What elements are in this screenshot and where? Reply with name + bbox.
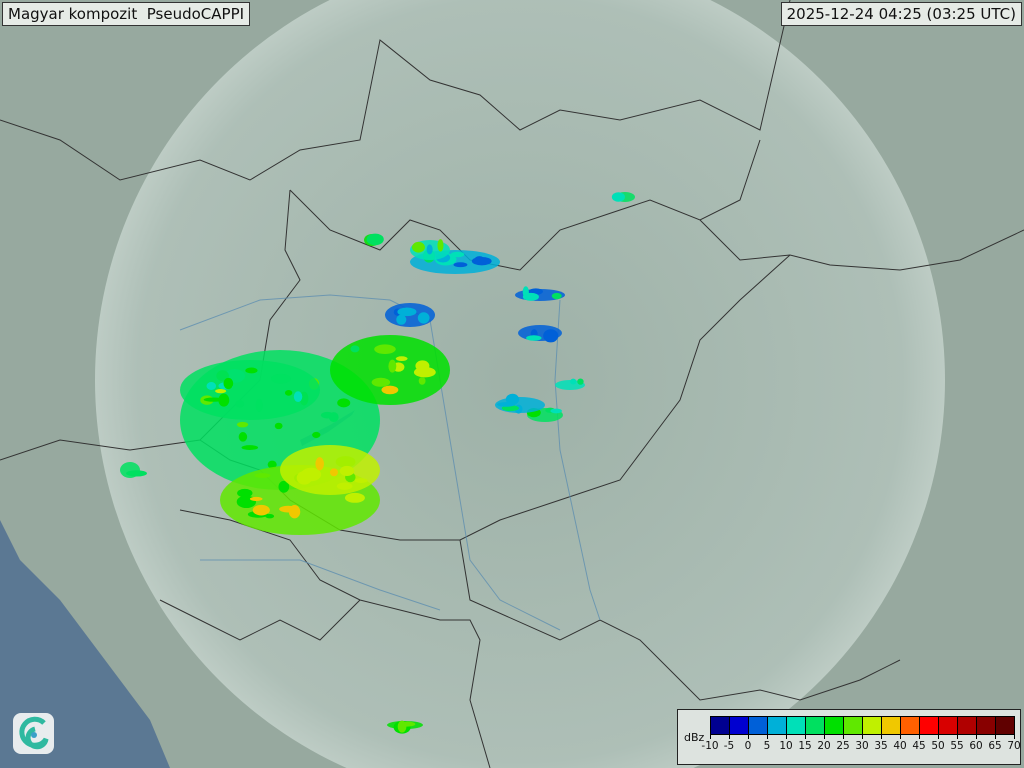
radar-echoes bbox=[120, 192, 635, 734]
echo-cell bbox=[526, 335, 542, 341]
legend-ticks: -10 -5 0 5 10 15 20 25 30 35 40 45 50 55 60 65 70 bbox=[701, 735, 1020, 755]
echo-cell bbox=[245, 367, 258, 374]
echo-cell bbox=[453, 262, 468, 268]
echo-cell bbox=[339, 465, 355, 477]
echo-cell bbox=[215, 389, 227, 394]
legend-swatch bbox=[996, 717, 1014, 734]
echo-cell bbox=[267, 460, 277, 469]
echo-cell bbox=[337, 398, 351, 408]
echo-cell bbox=[254, 473, 271, 478]
legend-swatch bbox=[958, 717, 977, 734]
echo-cell bbox=[265, 514, 275, 519]
echo-cell bbox=[366, 233, 384, 246]
echo-cell bbox=[350, 345, 360, 353]
echo-cell bbox=[274, 422, 283, 430]
echo-cell bbox=[570, 378, 577, 385]
legend-swatch bbox=[806, 717, 825, 734]
echo-cell bbox=[417, 312, 430, 324]
adriatic-sea bbox=[0, 520, 170, 768]
echo-cell bbox=[505, 393, 520, 406]
echo-cell bbox=[399, 721, 416, 727]
radar-coverage-area bbox=[95, 0, 945, 768]
echo-area bbox=[280, 445, 380, 495]
echo-cell bbox=[388, 359, 397, 373]
echo-cell bbox=[395, 356, 408, 362]
legend-swatch bbox=[863, 717, 882, 734]
echo-cell bbox=[296, 471, 313, 485]
legend-swatch bbox=[711, 717, 730, 734]
echo-cell bbox=[371, 377, 391, 387]
echo-cell bbox=[249, 496, 263, 501]
echo-cell bbox=[238, 432, 248, 442]
legend-swatch bbox=[882, 717, 901, 734]
legend-swatch bbox=[768, 717, 787, 734]
echo-cell bbox=[450, 251, 465, 258]
echo-cell bbox=[344, 492, 365, 503]
echo-cell bbox=[418, 377, 426, 385]
echo-cell bbox=[354, 478, 368, 484]
echo-cell bbox=[235, 400, 245, 408]
echo-cell bbox=[381, 385, 399, 395]
echo-cell bbox=[320, 411, 334, 419]
legend-swatch bbox=[977, 717, 996, 734]
legend-swatch bbox=[825, 717, 844, 734]
echo-cell bbox=[551, 292, 562, 300]
legend-tick: -5 bbox=[714, 735, 744, 752]
echo-cell bbox=[522, 286, 529, 298]
echo-cell bbox=[203, 397, 224, 402]
legend-tick: 5 bbox=[752, 735, 782, 752]
swirl-logo-graphic bbox=[19, 716, 49, 750]
legend-swatch bbox=[939, 717, 958, 734]
echo-cell bbox=[293, 391, 303, 403]
timestamp: 2025-12-24 04:25 (03:25 UTC) bbox=[780, 2, 1022, 26]
legend-swatch bbox=[749, 717, 768, 734]
legend-swatch bbox=[920, 717, 939, 734]
echo-cell bbox=[206, 382, 217, 390]
echo-cell bbox=[312, 431, 321, 439]
swirl-logo-icon bbox=[13, 713, 54, 754]
echo-cell bbox=[550, 408, 562, 414]
echo-cell bbox=[252, 504, 270, 516]
echo-cell bbox=[336, 482, 353, 490]
legend-swatch bbox=[901, 717, 920, 734]
echo-cell bbox=[374, 344, 396, 354]
echo-cell bbox=[611, 192, 625, 202]
echo-area bbox=[180, 360, 320, 420]
echo-cell bbox=[412, 241, 425, 253]
echo-cell bbox=[426, 244, 433, 255]
legend-color-bar bbox=[710, 716, 1015, 735]
product-title: Magyar kompozit PseudoCAPPI bbox=[2, 2, 251, 26]
echo-cell bbox=[236, 421, 249, 428]
echo-cell bbox=[278, 480, 290, 493]
echo-cell bbox=[315, 457, 324, 471]
echo-cell bbox=[543, 329, 559, 343]
echo-cell bbox=[474, 256, 485, 263]
echo-cell bbox=[397, 307, 417, 317]
echo-cell bbox=[396, 314, 407, 325]
echo-cell bbox=[237, 488, 253, 498]
legend-swatch bbox=[730, 717, 749, 734]
legend-swatch bbox=[844, 717, 863, 734]
dbz-legend: dBz -10 -5 0 5 10 15 20 25 30 35 40 45 50 55 60 65 70 bbox=[677, 709, 1021, 765]
echo-cell bbox=[413, 367, 436, 378]
echo-cell bbox=[577, 378, 584, 385]
echo-cell bbox=[288, 505, 301, 519]
echo-cell bbox=[284, 390, 293, 396]
echo-cell bbox=[241, 445, 259, 450]
echo-cell bbox=[437, 239, 444, 252]
echo-cell bbox=[218, 393, 230, 407]
echo-cell bbox=[126, 470, 147, 477]
legend-swatch bbox=[787, 717, 806, 734]
echo-cell bbox=[329, 468, 338, 477]
legend-tick: 0 bbox=[733, 735, 763, 752]
legend-tick: 70 bbox=[999, 735, 1024, 752]
echo-cell bbox=[223, 377, 234, 390]
